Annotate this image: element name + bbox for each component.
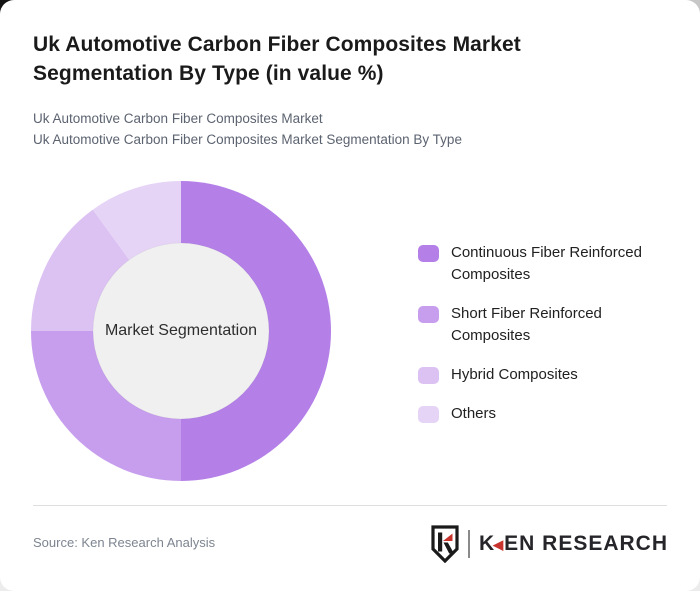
legend-label: Others	[451, 405, 497, 422]
chart-legend: Continuous Fiber Reinforced Composites Sh…	[418, 242, 673, 425]
subtitle-line-2: Uk Automotive Carbon Fiber Composites Ma…	[33, 132, 462, 147]
brand-rest: EN RESEARCH	[504, 532, 668, 555]
legend-label: Short Fiber Reinforced Composites	[451, 305, 602, 344]
source-text: Source: Ken Research Analysis	[33, 535, 216, 550]
brand-red-triangle-icon: ◀	[493, 537, 504, 552]
ken-research-shield-icon	[431, 525, 459, 563]
ken-research-logo: K ◀ EN RESEARCH	[430, 525, 668, 563]
legend-swatch-continuous-fiber-reinforced-composites	[418, 245, 439, 262]
legend-item: Hybrid Composites	[418, 364, 673, 386]
logo-separator	[467, 530, 470, 558]
legend-swatch-short-fiber-reinforced-composites	[418, 306, 439, 323]
subtitle-line-1: Uk Automotive Carbon Fiber Composites Ma…	[33, 111, 323, 126]
brand-letter-k: K	[478, 532, 496, 555]
brand-wordmark: K ◀ EN RESEARCH	[479, 532, 668, 556]
donut-chart: Market Segmentation	[31, 181, 331, 481]
legend-label: Hybrid Composites	[451, 366, 578, 383]
page-title: Uk Automotive Carbon Fiber Composites Ma…	[33, 33, 521, 85]
legend-item: Others	[418, 403, 673, 425]
donut-chart-svg	[31, 181, 331, 481]
footer-divider	[33, 505, 667, 506]
legend-swatch-others	[418, 406, 439, 423]
legend-swatch-hybrid-composites	[418, 367, 439, 384]
donut-center-circle	[92, 242, 270, 420]
legend-item: Short Fiber Reinforced Composites	[418, 303, 673, 347]
subtitle-block: Uk Automotive Carbon Fiber Composites Ma…	[33, 108, 462, 150]
legend-label: Continuous Fiber Reinforced Composites	[451, 244, 642, 283]
legend-item: Continuous Fiber Reinforced Composites	[418, 242, 673, 286]
